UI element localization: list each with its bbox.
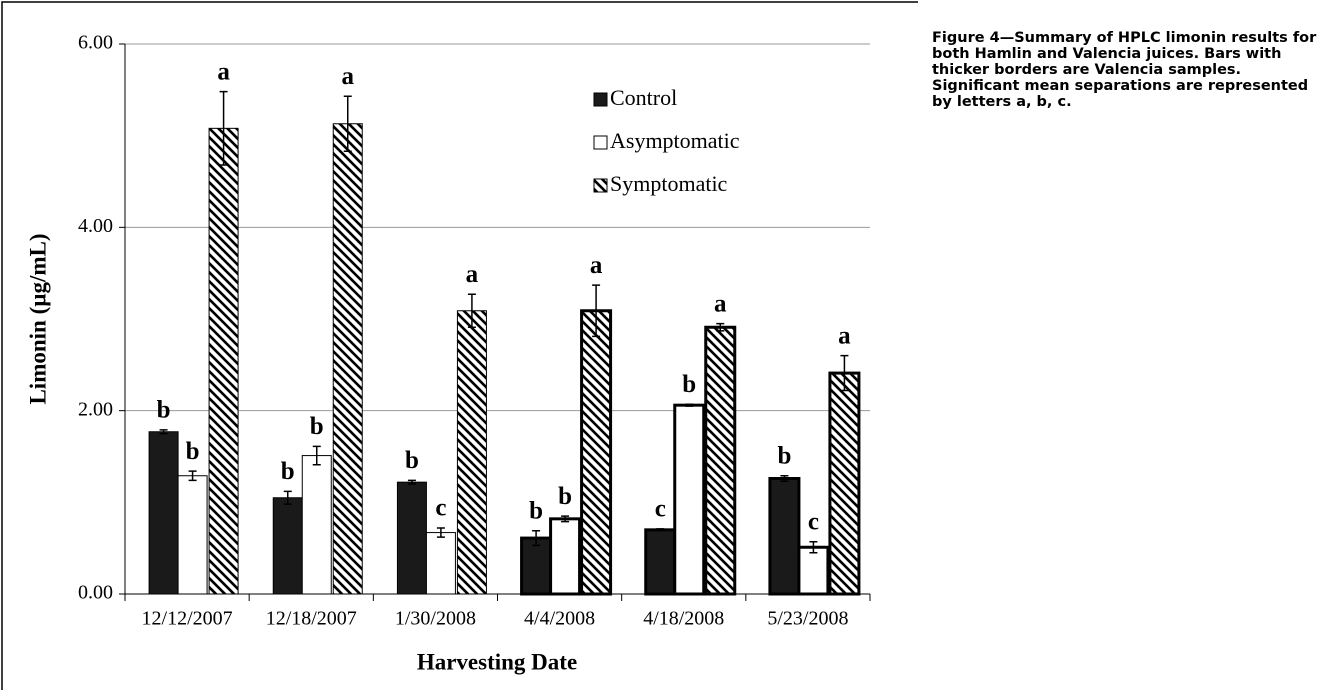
significance-letter: a xyxy=(590,252,603,279)
legend-swatch xyxy=(593,178,608,193)
error-bar xyxy=(716,322,725,332)
error-bar xyxy=(561,515,570,523)
error-bar xyxy=(532,530,541,547)
x-axis-label: Harvesting Date xyxy=(417,649,577,674)
error-bar xyxy=(159,429,168,435)
significance-letter: b xyxy=(682,371,696,398)
bar xyxy=(272,497,303,595)
bar xyxy=(177,475,208,595)
significance-letter: a xyxy=(342,63,355,90)
x-tick-label: 4/4/2008 xyxy=(524,608,595,630)
error-bar xyxy=(283,490,292,505)
frame xyxy=(1,1,918,690)
error-bar xyxy=(592,284,601,338)
x-tick-label: 1/30/2008 xyxy=(395,608,476,630)
error-bar xyxy=(467,293,476,328)
legend-label: Symptomatic xyxy=(610,171,728,196)
significance-letter: c xyxy=(808,508,819,535)
significance-letter: a xyxy=(838,322,851,349)
bar xyxy=(673,403,706,596)
error-bar xyxy=(343,95,352,152)
bar xyxy=(425,532,456,595)
bar xyxy=(549,517,582,596)
significance-letter: c xyxy=(655,496,666,523)
bar xyxy=(580,309,613,596)
bar xyxy=(520,536,553,596)
bar xyxy=(828,371,861,596)
bar xyxy=(644,528,677,596)
significance-letter: b xyxy=(529,497,543,524)
y-tick-label: 0.00 xyxy=(78,582,113,604)
bar xyxy=(768,477,801,596)
significance-letter: b xyxy=(157,397,171,424)
significance-letter: b xyxy=(186,438,200,465)
bar xyxy=(704,325,737,596)
x-tick-label: 5/23/2008 xyxy=(767,608,848,630)
bar xyxy=(148,431,179,595)
x-tick-label: 4/18/2008 xyxy=(643,608,724,630)
bar xyxy=(332,123,363,595)
legend-label: Asymptomatic xyxy=(610,128,740,153)
significance-letter: b xyxy=(558,483,572,510)
bar xyxy=(301,455,332,595)
significance-letter: a xyxy=(714,290,727,317)
legend-swatch xyxy=(593,135,608,150)
bar xyxy=(797,545,830,596)
y-tick-label: 2.00 xyxy=(78,398,113,420)
figure-caption: Figure 4—Summary of HPLC limonin results… xyxy=(932,30,1317,110)
significance-letter: b xyxy=(405,447,419,474)
bar xyxy=(396,481,427,595)
legend-swatch xyxy=(593,92,608,107)
y-axis-label: Limonin (µg/mL) xyxy=(25,233,50,404)
y-tick-label: 4.00 xyxy=(78,215,113,237)
significance-letter: b xyxy=(777,442,791,469)
x-tick-label: 12/18/2007 xyxy=(266,608,357,630)
significance-letter: b xyxy=(310,413,324,440)
error-bar xyxy=(436,527,445,538)
bar xyxy=(208,127,239,595)
y-tick-label: 6.00 xyxy=(78,32,113,54)
x-tick-label: 12/12/2007 xyxy=(142,608,233,630)
significance-letter: a xyxy=(217,58,230,85)
bar xyxy=(456,310,487,595)
error-bar xyxy=(809,541,818,554)
significance-letter: a xyxy=(466,261,479,288)
error-bar xyxy=(219,90,228,166)
error-bar xyxy=(840,354,849,392)
error-bar xyxy=(312,445,321,466)
chart: Limonin (µg/mL) Harvesting Date 0.00 2.00… xyxy=(1,1,918,690)
significance-letter: b xyxy=(281,458,295,485)
error-bar xyxy=(407,479,416,485)
significance-letter: c xyxy=(435,495,446,522)
error-bar xyxy=(780,475,789,482)
error-bar xyxy=(685,403,694,407)
error-bar xyxy=(188,470,197,482)
legend-label: Control xyxy=(610,85,677,110)
error-bar xyxy=(656,528,665,532)
